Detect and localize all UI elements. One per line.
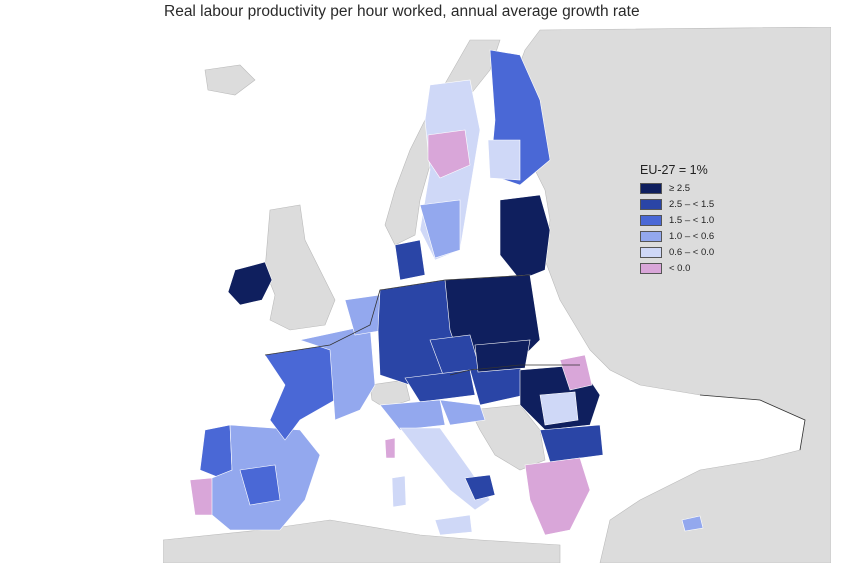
map-legend: EU-27 = 1% ≥ 2.5 2.5 – < 1.5 1.5 – < 1.0… [640, 163, 714, 278]
region-greece [524, 457, 591, 536]
region-sicily [434, 514, 473, 536]
region-sweden-north [427, 129, 471, 179]
region-italy-north [379, 399, 446, 431]
legend-item: 2.5 – < 1.5 [640, 198, 714, 211]
legend-swatch [640, 263, 662, 274]
region-sweden-south [419, 199, 461, 259]
legend-swatch [640, 199, 662, 210]
legend-item: < 0.0 [640, 262, 714, 275]
region-moldova-area [559, 354, 593, 391]
region-italy-south [464, 474, 496, 501]
region-baltics [499, 194, 551, 281]
legend-title: EU-27 = 1% [640, 163, 708, 177]
region-cyprus [681, 515, 704, 532]
region-sardinia [391, 475, 407, 508]
legend-swatch [640, 183, 662, 194]
region-spain-centre [239, 464, 281, 506]
legend-item: ≥ 2.5 [640, 182, 714, 195]
legend-label: 2.5 – < 1.5 [669, 199, 715, 210]
map-title: Real labour productivity per hour worked… [164, 3, 640, 20]
non-eu-land-iceland [204, 64, 256, 96]
non-eu-land-north-africa [163, 519, 561, 563]
region-corsica [384, 437, 396, 459]
border-line [264, 274, 531, 356]
legend-item: 1.0 – < 0.6 [640, 230, 714, 243]
legend-label: < 0.0 [669, 263, 691, 274]
legend-label: 0.6 – < 0.0 [669, 247, 715, 258]
region-slovakia [474, 339, 531, 373]
choropleth-map [163, 27, 831, 563]
region-denmark [394, 239, 426, 281]
border-line [449, 364, 580, 376]
region-italy [399, 427, 491, 511]
region-slovenia-croatia [439, 399, 486, 426]
legend-item: 1.5 – < 1.0 [640, 214, 714, 227]
region-portugal-south [189, 477, 216, 516]
non-eu-land-uk [264, 204, 336, 331]
region-finland-mid [487, 139, 521, 181]
region-austria [404, 369, 476, 403]
legend-item: 0.6 – < 0.0 [640, 246, 714, 259]
legend-swatch [640, 247, 662, 258]
legend-swatch [640, 215, 662, 226]
region-romania-centre [539, 391, 579, 426]
legend-swatch [640, 231, 662, 242]
region-ireland [227, 261, 273, 306]
legend-label: 1.0 – < 0.6 [669, 231, 715, 242]
region-france-west [264, 344, 336, 441]
legend-label: 1.5 – < 1.0 [669, 215, 715, 226]
border-line [699, 394, 806, 451]
legend-label: ≥ 2.5 [669, 183, 691, 194]
region-bulgaria [539, 424, 604, 463]
region-iberia-west [199, 424, 233, 479]
